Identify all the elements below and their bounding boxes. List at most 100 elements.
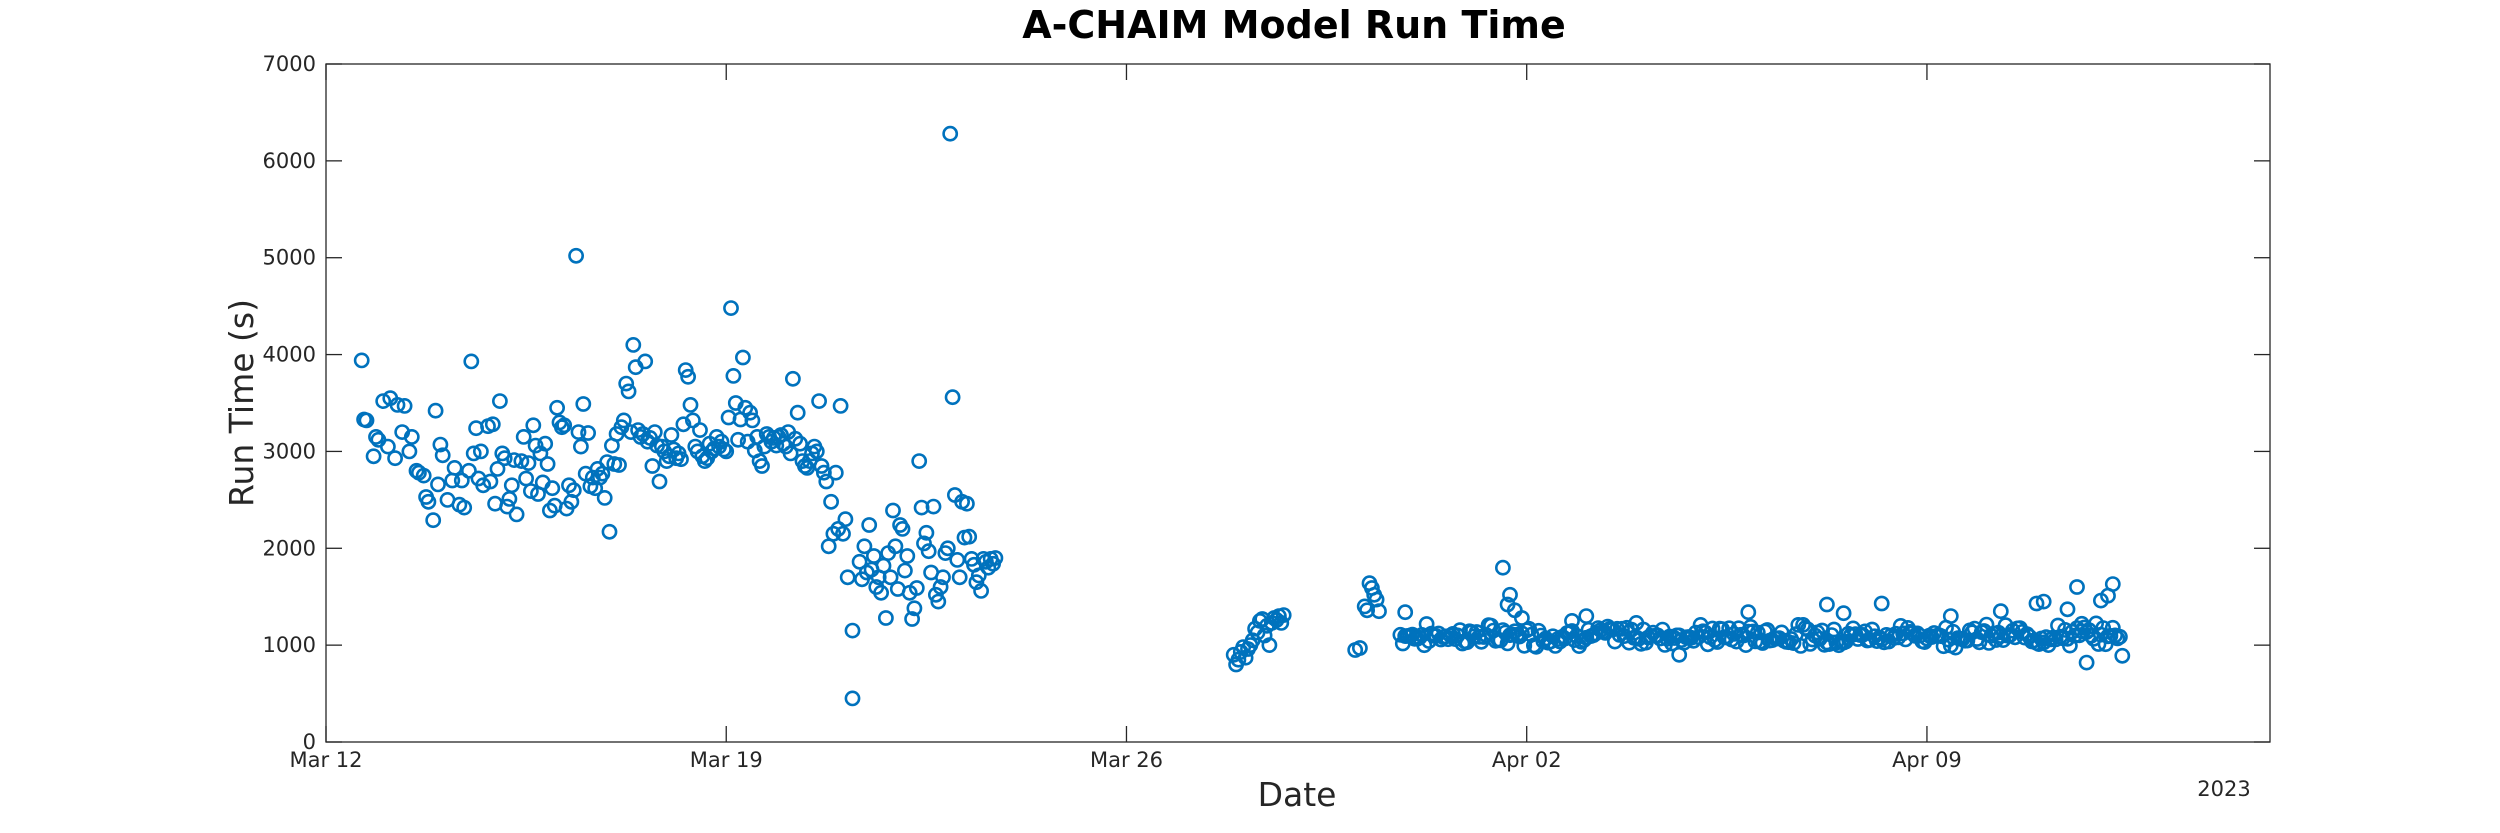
data-point	[816, 464, 832, 481]
data-point	[680, 368, 696, 385]
data-point	[601, 523, 618, 540]
data-point	[787, 430, 804, 447]
plot-area	[325, 63, 2271, 743]
data-point	[561, 477, 577, 494]
data-point	[644, 458, 661, 474]
data-point	[973, 583, 989, 599]
data-point	[537, 435, 554, 452]
data-point	[911, 453, 928, 469]
data-point	[491, 393, 508, 409]
data-point	[554, 419, 570, 436]
data-point	[970, 567, 987, 584]
data-point	[844, 622, 861, 639]
data-point	[460, 462, 477, 479]
data-point	[353, 352, 370, 369]
x-tick-label: Mar 19	[690, 748, 763, 772]
data-point	[916, 535, 932, 552]
data-point	[908, 580, 925, 596]
data-point	[1504, 626, 1521, 643]
data-point	[615, 412, 632, 429]
data-point	[456, 499, 473, 516]
data-point	[568, 247, 584, 264]
data-point	[904, 611, 920, 627]
data-point	[789, 404, 806, 421]
data-point	[2069, 579, 2085, 595]
y-tick-label: 1000	[263, 633, 316, 657]
data-point	[725, 367, 742, 384]
data-point	[1352, 640, 1368, 656]
data-point	[894, 521, 911, 537]
data-point	[744, 412, 761, 429]
x-axis-label: Date	[1258, 775, 1337, 814]
data-point	[677, 362, 694, 378]
data-point	[935, 569, 951, 586]
data-point	[389, 396, 406, 413]
data-point	[1628, 615, 1645, 631]
data-point	[575, 396, 592, 412]
data-point	[873, 584, 889, 601]
data-point	[885, 502, 901, 519]
y-tick-label: 4000	[263, 343, 316, 367]
data-point	[1642, 627, 1659, 644]
data-point	[723, 300, 739, 316]
data-point	[844, 690, 861, 707]
data-point	[472, 443, 489, 460]
data-point	[1795, 617, 1811, 633]
data-point	[2104, 576, 2121, 592]
data-point	[544, 480, 561, 497]
data-point	[1873, 595, 1890, 612]
data-point	[887, 538, 904, 555]
y-tick-label: 0	[303, 730, 316, 754]
data-point	[463, 353, 480, 370]
data-point	[379, 438, 396, 455]
data-point	[825, 525, 842, 542]
data-point	[1261, 637, 1278, 653]
data-point	[618, 375, 635, 392]
data-point	[827, 464, 844, 481]
data-point	[489, 460, 506, 477]
data-point	[730, 431, 746, 448]
data-point	[525, 417, 542, 434]
x-axis: Mar 12 Mar 19 Mar 26 Apr 02 Apr 09	[289, 64, 1962, 772]
y-tick-label: 3000	[263, 439, 316, 463]
data-point	[823, 493, 839, 510]
data-point	[513, 453, 530, 469]
data-point	[735, 349, 751, 366]
data-point	[570, 424, 587, 440]
data-point	[1904, 625, 1921, 642]
data-point	[515, 428, 532, 445]
data-point	[499, 498, 515, 515]
data-point	[811, 393, 827, 409]
data-point	[482, 473, 499, 490]
data-point	[737, 399, 754, 416]
data-point	[520, 455, 537, 471]
data-point	[1792, 638, 1809, 654]
data-point	[2035, 593, 2052, 610]
data-point	[1416, 637, 1433, 654]
data-point	[808, 443, 825, 460]
data-point	[987, 550, 1004, 566]
data-point	[584, 469, 601, 486]
data-point	[503, 477, 520, 494]
data-point	[549, 399, 565, 416]
data-point	[878, 610, 894, 626]
data-point	[542, 502, 558, 519]
data-point	[897, 562, 913, 579]
data-point	[656, 443, 673, 460]
data-point	[708, 428, 725, 445]
data-point	[1671, 646, 1688, 663]
data-point	[925, 498, 942, 515]
data-point	[1397, 604, 1414, 621]
data-point	[1275, 607, 1292, 623]
data-point	[375, 393, 392, 409]
data-point	[420, 493, 437, 510]
data-point	[2111, 628, 2128, 645]
data-point	[368, 428, 384, 445]
data-point	[1785, 635, 1802, 651]
data-point	[501, 490, 518, 507]
data-point	[1992, 603, 2009, 620]
data-point	[506, 452, 523, 468]
data-point	[358, 412, 375, 429]
data-point	[968, 574, 985, 591]
data-point	[861, 517, 878, 533]
